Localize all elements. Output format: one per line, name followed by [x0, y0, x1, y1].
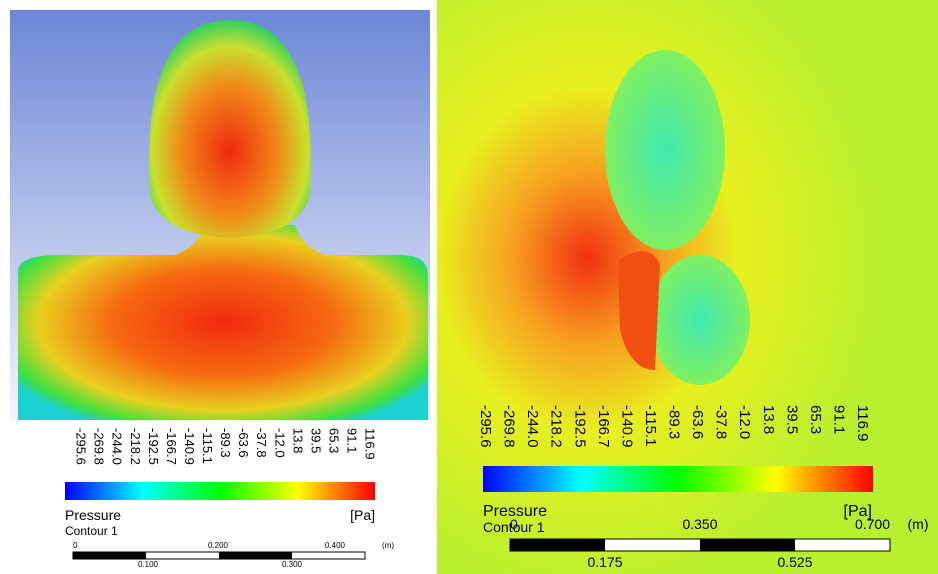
colorbar-tick: -115.1 [642, 405, 659, 446]
colorbar-tick: -218.2 [548, 405, 565, 448]
colorbar-tick: -63.6 [689, 405, 706, 439]
colorbar-tick: 13.8 [760, 405, 777, 434]
colorbar-tick: 65.3 [326, 428, 341, 453]
colorbar-title: Pressure [483, 503, 547, 520]
scale-bar-segment [73, 552, 146, 559]
colorbar-unit: [Pa] [350, 507, 375, 523]
colorbar-tick: 39.5 [783, 405, 800, 434]
head-profile [605, 50, 725, 250]
colorbar-tick: -244.0 [110, 428, 125, 465]
colorbar-tick: 39.5 [308, 428, 323, 453]
head [149, 20, 311, 238]
scale-bar-segment [510, 539, 605, 551]
left-panel [0, 0, 430, 574]
scale-unit: (m) [908, 516, 929, 532]
colorbar-tick: -244.0 [524, 405, 541, 448]
contour-label: Contour 1 [65, 524, 118, 538]
scale-bar-segment [219, 552, 292, 559]
colorbar-tick: -37.8 [713, 405, 730, 439]
scale-label: 0.100 [138, 560, 159, 569]
colorbar-tick: -295.6 [74, 428, 89, 465]
scale-label: 0.175 [587, 554, 622, 570]
colorbar-tick: 116.9 [363, 428, 378, 460]
colorbar-tick: 13.8 [290, 428, 305, 453]
colorbar-tick: -12.0 [272, 428, 287, 458]
colorbar-tick: 91.1 [830, 405, 847, 434]
colorbar-tick: -166.7 [595, 405, 612, 448]
colorbar-tick: -192.5 [571, 405, 588, 448]
colorbar-tick: -12.0 [736, 405, 753, 439]
scale-label: 0.700 [855, 516, 890, 532]
scale-label: 0.525 [777, 554, 812, 570]
colorbar-tick: -218.2 [128, 428, 143, 465]
colorbar-tick: -269.8 [501, 405, 518, 448]
contour-label: Contour 1 [483, 519, 545, 535]
colorbar-tick: -37.8 [254, 428, 269, 458]
scale-label: 0 [73, 541, 78, 550]
colorbar-tick: -269.8 [92, 428, 107, 465]
colorbar-tick: 116.9 [854, 405, 871, 441]
colorbar-tick: -295.6 [477, 405, 494, 448]
scale-label: 0.350 [682, 516, 717, 532]
colorbar-tick: -115.1 [200, 428, 215, 464]
colorbar-tick: -89.3 [666, 405, 683, 439]
colorbar-tick: 91.1 [345, 428, 360, 453]
colorbar-tick: -192.5 [146, 428, 161, 465]
stagnation [618, 251, 660, 370]
colorbar-tick: 65.3 [807, 405, 824, 434]
scale-label: 0 [510, 516, 518, 532]
colorbar-tick: -140.9 [618, 405, 635, 448]
scale-label: 0.200 [208, 541, 229, 550]
scale-unit: (m) [382, 541, 394, 550]
colorbar-title: Pressure [65, 507, 121, 523]
scale-label: 0.400 [325, 541, 346, 550]
colorbar-tick: -89.3 [218, 428, 233, 458]
colorbar-tick: -140.9 [182, 428, 197, 465]
colorbar [65, 482, 375, 500]
colorbar [483, 466, 873, 492]
torso [18, 225, 428, 420]
scale-label: 0.300 [282, 560, 303, 569]
torso-profile [650, 255, 750, 385]
colorbar-unit: [Pa] [844, 503, 872, 520]
colorbar-tick: -166.7 [164, 428, 179, 465]
scale-bar-segment [700, 539, 795, 551]
colorbar-tick: -63.6 [236, 428, 251, 458]
